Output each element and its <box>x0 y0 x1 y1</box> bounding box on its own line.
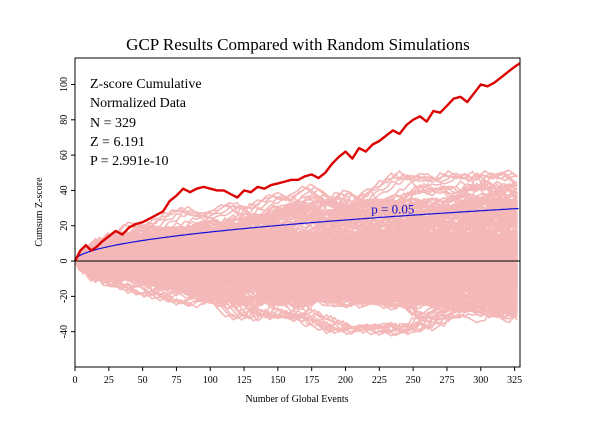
simulation-line <box>75 238 518 288</box>
simulation-line <box>75 239 518 281</box>
p-0-05-curve <box>74 207 519 262</box>
simulation-line <box>75 225 518 279</box>
y-tick-label: 100 <box>59 77 70 92</box>
x-tick-label: 325 <box>507 375 522 386</box>
x-tick-label: 75 <box>171 375 181 386</box>
stats-heading: Z-score Cumulative <box>90 77 202 92</box>
x-tick-label: 300 <box>473 375 488 386</box>
stats-p: P = 2.991e-10 <box>90 154 169 169</box>
simulation-line <box>75 223 518 268</box>
simulation-line <box>75 250 518 279</box>
y-tick-label: 80 <box>59 115 70 125</box>
p-0-05-label: p = 0.05 <box>371 202 414 217</box>
x-tick-label: 250 <box>406 375 421 386</box>
simulation-line <box>75 255 518 308</box>
y-tick-label: 60 <box>59 150 70 160</box>
simulation-line <box>75 257 518 312</box>
simulation-line <box>75 207 518 267</box>
gcp-cumulative-line <box>73 62 521 262</box>
chart-title: GCP Results Compared with Random Simulat… <box>126 35 470 54</box>
x-tick-label: 275 <box>439 375 454 386</box>
x-tick-label: 0 <box>73 375 78 386</box>
y-tick-label: 0 <box>59 259 70 264</box>
stats-box: Z-score Cumulative Normalized Data N = 3… <box>90 77 202 169</box>
stats-subheading: Normalized Data <box>90 96 187 111</box>
simulation-line <box>75 260 518 313</box>
y-axis-label: Cumsum Z-score <box>34 177 45 247</box>
simulation-line <box>75 258 518 308</box>
simulation-line <box>75 236 518 276</box>
x-axis-ticks: 0 25 50 75 100 125 150 175 200 225 250 275 300 325 <box>73 367 522 386</box>
simulation-line <box>75 190 518 264</box>
plot-frame <box>74 57 521 368</box>
x-tick-label: 50 <box>138 375 148 386</box>
simulation-line <box>75 205 518 265</box>
y-tick-label: -40 <box>59 325 70 338</box>
simulation-line <box>75 169 518 262</box>
simulation-line <box>75 201 518 269</box>
simulation-line <box>75 260 518 328</box>
x-tick-label: 100 <box>203 375 218 386</box>
x-tick-label: 225 <box>372 375 387 386</box>
y-tick-label: -20 <box>59 290 70 303</box>
x-tick-label: 125 <box>237 375 252 386</box>
stats-z: Z = 6.191 <box>90 135 145 150</box>
simulation-line <box>75 253 518 286</box>
y-tick-label: 20 <box>59 221 70 231</box>
y-tick-label: 40 <box>59 185 70 195</box>
y-axis-ticks: -40 -20 0 20 40 60 80 100 <box>59 77 75 338</box>
stats-n: N = 329 <box>90 116 136 131</box>
x-tick-label: 25 <box>104 375 114 386</box>
x-tick-label: 200 <box>338 375 353 386</box>
x-tick-label: 150 <box>270 375 285 386</box>
x-axis-label: Number of Global Events <box>245 394 348 405</box>
random-simulations <box>75 169 519 337</box>
x-tick-label: 175 <box>304 375 319 386</box>
